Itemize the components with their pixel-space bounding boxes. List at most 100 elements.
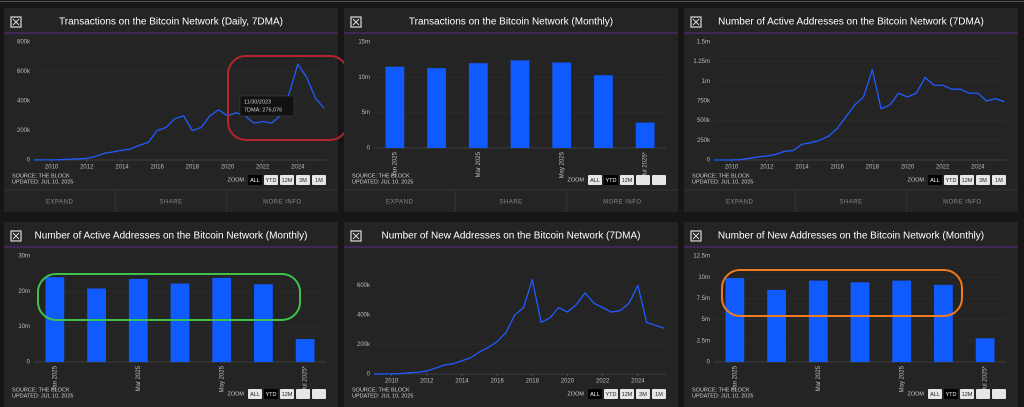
zoom-button[interactable] (248, 175, 262, 185)
updated-label: UPDATED: JUL 10, 2025 (12, 393, 73, 399)
updated-label: UPDATED: JUL 10, 2025 (692, 179, 753, 185)
y-tick-label: 750k (697, 99, 711, 105)
bar (767, 289, 786, 362)
zoom-button-label[interactable]: 12M (962, 392, 973, 398)
zoom-button[interactable] (588, 175, 602, 185)
zoom-button[interactable] (620, 175, 634, 185)
bar (427, 68, 446, 148)
zoom-button-label[interactable]: ALL (930, 178, 940, 184)
zoom-button-label[interactable]: ALL (590, 178, 600, 184)
x-tick-label: Jul 2025* (643, 151, 649, 177)
y-tick-label: 800k (17, 40, 31, 46)
zoom-button[interactable] (280, 389, 294, 399)
zoom-button[interactable] (652, 389, 666, 399)
source-label: SOURCE: THE BLOCK (12, 387, 70, 393)
footer-button[interactable]: SHARE (839, 200, 862, 206)
zoom-button-label[interactable]: YTD (266, 178, 277, 184)
footer-button[interactable]: EXPAND (46, 200, 73, 206)
y-tick-label: 0 (27, 360, 31, 366)
zoom-button-label[interactable]: YTD (606, 392, 617, 398)
x-tick-label: 2016 (150, 165, 164, 171)
zoom-button[interactable] (992, 389, 1006, 399)
chart-title: Number of Active Addresses on the Bitcoi… (718, 17, 984, 28)
zoom-button[interactable] (960, 389, 974, 399)
zoom-button-label[interactable]: ALL (590, 392, 600, 398)
chart-title: Number of Active Addresses on the Bitcoi… (35, 231, 308, 242)
zoom-button[interactable] (944, 175, 958, 185)
x-tick-label: Mar 2025 (816, 365, 822, 391)
y-tick-label: 20m (18, 289, 30, 295)
y-tick-label: 0 (27, 158, 31, 164)
zoom-button-label[interactable]: 3M (299, 178, 307, 184)
zoom-button[interactable] (928, 175, 942, 185)
footer-button[interactable]: EXPAND (386, 200, 413, 206)
zoom-button-label[interactable]: YTD (946, 178, 957, 184)
y-tick-label: 600k (17, 69, 31, 75)
zoom-button[interactable] (928, 389, 942, 399)
y-tick-label: 200k (17, 128, 31, 134)
footer-button[interactable]: EXPAND (726, 200, 753, 206)
zoom-button-label[interactable]: 12M (282, 178, 293, 184)
zoom-button[interactable] (312, 389, 326, 399)
zoom-button-label[interactable]: ALL (250, 392, 260, 398)
zoom-button[interactable] (976, 175, 990, 185)
zoom-button[interactable] (296, 389, 310, 399)
zoom-button[interactable] (636, 389, 650, 399)
y-tick-label: 200k (357, 342, 371, 348)
tooltip-text: 11/30/2023 (244, 99, 271, 105)
footer-button[interactable]: MORE INFO (943, 200, 982, 206)
zoom-button[interactable] (604, 389, 618, 399)
zoom-button-label[interactable]: YTD (606, 178, 617, 184)
x-tick-label: 2020 (561, 379, 575, 385)
zoom-button[interactable] (960, 175, 974, 185)
zoom-button-label[interactable]: ALL (250, 178, 260, 184)
zoom-button-label[interactable]: 1M (995, 178, 1003, 184)
zoom-button-label[interactable]: 3M (979, 178, 987, 184)
zoom-button-label[interactable]: 12M (962, 178, 973, 184)
zoom-button[interactable] (620, 389, 634, 399)
zoom-button[interactable] (636, 175, 650, 185)
zoom-button-label[interactable]: 12M (622, 178, 633, 184)
zoom-label: ZOOM (568, 391, 585, 397)
zoom-button[interactable] (976, 389, 990, 399)
footer-button[interactable]: SHARE (499, 200, 522, 206)
zoom-button[interactable] (588, 389, 602, 399)
zoom-button[interactable] (312, 175, 326, 185)
x-tick-label: 2024 (971, 165, 985, 171)
zoom-button-label[interactable]: 12M (282, 392, 293, 398)
footer-button[interactable]: MORE INFO (603, 200, 642, 206)
zoom-button-label[interactable]: YTD (946, 392, 957, 398)
logo-icon (10, 16, 22, 28)
zoom-button[interactable] (604, 175, 618, 185)
zoom-button-label[interactable]: 12M (622, 392, 633, 398)
zoom-button[interactable] (992, 175, 1006, 185)
logo-icon (690, 230, 702, 242)
logo-icon-mark (352, 232, 360, 240)
chart-panel: Transactions on the Bitcoin Network (Mon… (344, 8, 678, 212)
zoom-button[interactable] (248, 389, 262, 399)
zoom-button[interactable] (296, 175, 310, 185)
x-tick-label: Jan 2025 (732, 365, 738, 390)
zoom-button-label[interactable]: 1M (315, 178, 323, 184)
logo-icon (10, 230, 22, 242)
zoom-button-label[interactable]: YTD (266, 392, 277, 398)
footer-button[interactable]: SHARE (159, 200, 182, 206)
x-tick-label: 2012 (420, 379, 434, 385)
zoom-button[interactable] (264, 389, 278, 399)
logo-icon-mark (12, 232, 20, 240)
zoom-button-label[interactable]: 3M (639, 392, 647, 398)
zoom-button[interactable] (944, 389, 958, 399)
zoom-button-label[interactable]: ALL (930, 392, 940, 398)
zoom-button-label[interactable]: 1M (655, 392, 663, 398)
x-tick-label: 2010 (725, 165, 739, 171)
source-label: SOURCE: THE BLOCK (12, 173, 70, 179)
bar (808, 280, 828, 362)
y-tick-label: 5m (362, 110, 370, 116)
bar (385, 66, 405, 148)
zoom-button[interactable] (264, 175, 278, 185)
x-tick-label: Mar 2025 (476, 151, 482, 177)
zoom-button[interactable] (280, 175, 294, 185)
footer-button[interactable]: MORE INFO (263, 200, 302, 206)
x-tick-label: May 2025 (899, 365, 905, 392)
zoom-button[interactable] (652, 175, 666, 185)
